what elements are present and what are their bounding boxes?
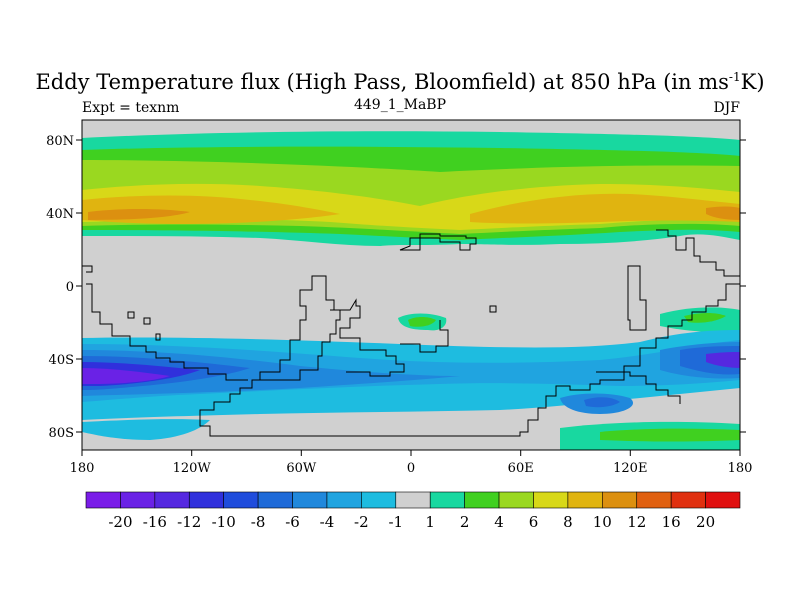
colorbar-label: 20 — [696, 513, 715, 531]
colorbar-swatch — [533, 491, 569, 509]
colorbar-label: -4 — [320, 513, 335, 531]
colorbar-swatch — [602, 491, 638, 509]
lon-label: 180 — [70, 461, 95, 476]
lat-label: 80S — [49, 426, 74, 441]
lon-label: 60W — [286, 461, 317, 476]
nh-core-west-hot — [88, 209, 190, 220]
tropical-feature-atlantic-inner — [408, 317, 436, 327]
antarctic-band-west — [82, 419, 210, 440]
colorbar-label: 10 — [593, 513, 612, 531]
colorbar-swatch — [498, 491, 534, 509]
colorbar-swatch — [188, 491, 224, 509]
coast-asia-east — [627, 265, 647, 331]
map-field — [82, 120, 740, 450]
colorbar-label: 16 — [662, 513, 681, 531]
colorbar-swatch — [429, 491, 465, 509]
colorbar-swatch — [257, 491, 293, 509]
lon-label: 180 — [728, 461, 753, 476]
lat-label: 0 — [66, 280, 74, 295]
lat-label: 80N — [46, 134, 74, 149]
colorbar-swatch — [567, 491, 603, 509]
colorbar-swatch — [361, 491, 397, 509]
colorbar-swatch — [705, 491, 741, 509]
colorbar-label: 2 — [460, 513, 470, 531]
colorbar-label: 1 — [425, 513, 435, 531]
colorbar-label: 4 — [494, 513, 504, 531]
colorbar-label: -2 — [354, 513, 369, 531]
colorbar-label: -10 — [212, 513, 236, 531]
coast-west-africa — [330, 298, 405, 377]
colorbar — [85, 491, 741, 509]
colorbar-label: -1 — [388, 513, 403, 531]
lon-label: 120E — [613, 461, 647, 476]
colorbar-swatch — [154, 491, 190, 509]
nh-core-east — [470, 193, 740, 224]
run-id-label: 449_1_MaBP — [353, 97, 447, 113]
antarctic-band-east-inner — [600, 428, 740, 442]
colorbar-swatch — [636, 491, 672, 509]
lat-ticks — [76, 139, 746, 433]
coast-antarctic-east — [596, 371, 681, 404]
colorbar-label: -20 — [108, 513, 132, 531]
colorbar-label: 6 — [529, 513, 539, 531]
colorbar-labels: -20 -16 -12 -10 -8 -6 -4 -2 -1 1 2 4 6 8 10 12 16 20 — [108, 513, 715, 531]
coast-africa — [399, 233, 477, 251]
lon-labels: 180 120W 60W 0 60E 120E 180 — [70, 461, 753, 476]
colorbar-label: -12 — [177, 513, 201, 531]
nh-core-east-hot — [706, 206, 740, 220]
coast-small-islands — [127, 305, 497, 341]
sh-core-west-purple — [82, 368, 170, 384]
lat-labels: 80N 40N 0 40S 80S — [46, 134, 74, 441]
colorbar-label: -6 — [285, 513, 300, 531]
colorbar-label: 12 — [627, 513, 646, 531]
coast-south-america — [259, 275, 341, 381]
colorbar-label: 8 — [563, 513, 573, 531]
coast-indonesia — [199, 229, 740, 437]
colorbar-swatch — [223, 491, 259, 509]
colorbar-swatch — [464, 491, 500, 509]
map-title: Eddy Temperature flux (High Pass, Bloomf… — [35, 70, 765, 94]
lon-ticks — [81, 450, 741, 456]
coastlines — [82, 229, 740, 437]
colorbar-label: -8 — [251, 513, 266, 531]
lon-label: 60E — [508, 461, 534, 476]
coast-americas-west — [82, 265, 248, 381]
lon-label: 0 — [407, 461, 415, 476]
lon-label: 120W — [173, 461, 212, 476]
tropical-feature-pacific-inner — [684, 313, 726, 323]
lat-label: 40S — [49, 353, 74, 368]
experiment-label: Expt = texnm — [82, 100, 180, 116]
coast-southern-africa — [400, 320, 449, 353]
season-label: DJF — [713, 100, 740, 116]
colorbar-label: -16 — [143, 513, 167, 531]
colorbar-swatch — [292, 491, 328, 509]
colorbar-swatch — [326, 491, 362, 509]
colorbar-swatch — [395, 491, 431, 509]
colorbar-swatch — [670, 491, 706, 509]
lat-label: 40N — [46, 207, 74, 222]
colorbar-swatch — [120, 491, 156, 509]
colorbar-swatch — [85, 491, 121, 509]
sh-core-east-purple — [706, 352, 740, 368]
sh-indian-blob-core — [584, 397, 620, 408]
